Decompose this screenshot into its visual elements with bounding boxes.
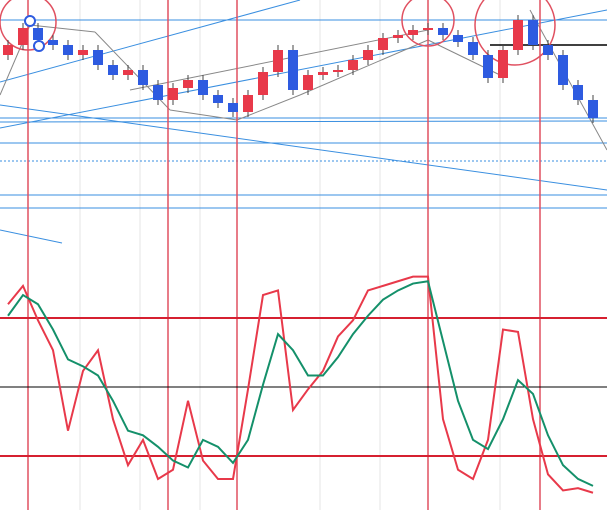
candle-body [108,65,118,75]
oscillator-line [7,275,594,494]
candle-body [408,30,418,35]
candle-body [168,88,178,100]
candle-body [378,38,388,50]
candle-body [588,100,598,118]
candle-body [198,80,208,95]
candle-body [318,72,328,75]
candle-body [258,72,268,95]
candle-body [138,70,148,85]
candle-body [273,50,283,72]
candle-body [288,50,298,90]
candle-body [228,103,238,112]
candle-body [183,80,193,88]
candle-body [438,28,448,35]
candle-body [348,60,358,70]
oscillator-line [7,280,594,487]
candle-body [393,35,403,38]
candle-body [528,20,538,45]
candle-body [513,20,523,50]
candle-body [18,28,28,45]
candle-body [573,85,583,100]
anchor-points [24,15,45,52]
candle-body [363,50,373,60]
candle-body [423,28,433,30]
candle-body [303,75,313,90]
candle-body [543,45,553,55]
candle-body [3,45,13,55]
candle-body [498,50,508,78]
candle-body [213,95,223,103]
candle-body [153,85,163,100]
highlight-circles [0,0,556,66]
plot [0,15,607,494]
candle-body [453,35,463,42]
candle-body [333,70,343,72]
candle-body [78,50,88,55]
candle-body [468,42,478,55]
candle-body [63,45,73,55]
candle-body [483,55,493,78]
candle-body [123,70,133,75]
event-lines [27,0,541,510]
candle-body [243,95,253,112]
candle-body [93,50,103,65]
candle-body [33,28,43,40]
candle-body [48,40,58,45]
candle-body [558,55,568,85]
